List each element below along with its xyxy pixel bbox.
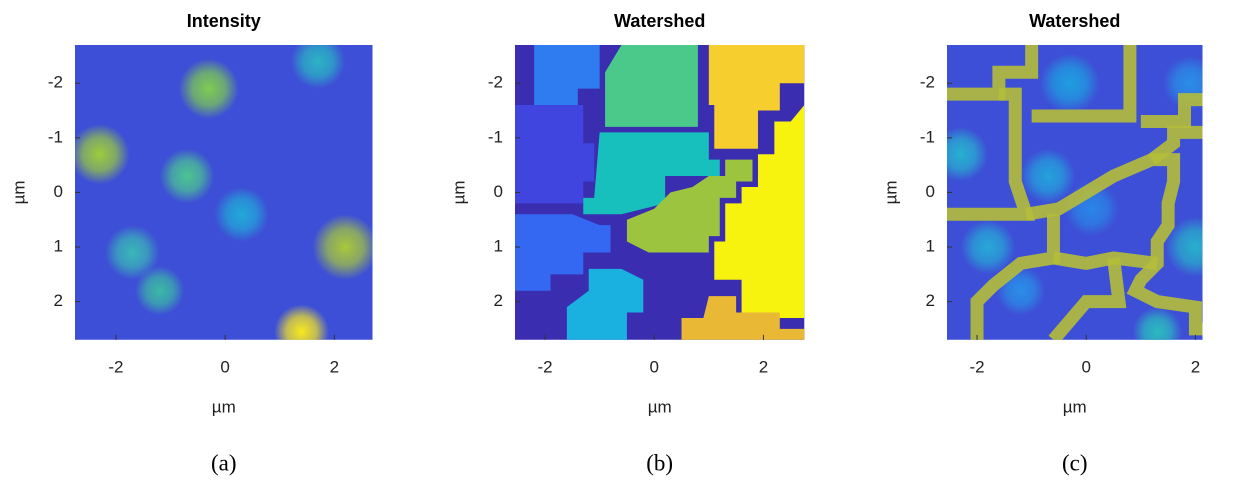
x-axis-label: µm [648, 397, 672, 416]
panel: -2 0 2 -2 -1 0 1 2 Intensity µm µm (a) [9, 11, 378, 476]
y-tick-label: -2 [48, 73, 63, 92]
caption: (a) [211, 450, 237, 475]
image [70, 34, 378, 359]
x-axis-label: µm [212, 397, 236, 416]
boundary [1053, 258, 1157, 263]
spot [70, 124, 130, 184]
y-tick-label: 1 [926, 237, 935, 256]
x-tick-label: 2 [759, 357, 768, 376]
spot [135, 266, 184, 315]
y-tick-label: 0 [54, 182, 63, 201]
spot [214, 187, 269, 242]
x-axis-label: µm [1063, 397, 1087, 416]
figure: -2 0 2 -2 -1 0 1 2 Intensity µm µm (a) -2 0 2 -2 -1 0 1 2 Wa… [0, 0, 1233, 481]
panel: -2 0 2 -2 -1 0 1 2 Watershed µm µm (c) [881, 11, 1225, 476]
spot [274, 304, 329, 359]
y-axis-label: µm [449, 180, 468, 204]
x-tick-label: 0 [220, 357, 229, 376]
y-tick-label: -1 [488, 127, 503, 146]
x-tick-label: 0 [649, 357, 658, 376]
y-tick-label: 1 [494, 237, 503, 256]
y-tick-label: -1 [920, 127, 935, 146]
y-tick-label: -1 [48, 127, 63, 146]
caption: (c) [1062, 450, 1088, 475]
region [605, 45, 698, 127]
y-tick-label: 2 [926, 291, 935, 310]
y-tick-label: 0 [926, 182, 935, 201]
y-tick-label: 2 [494, 291, 503, 310]
image [933, 45, 1225, 356]
image [515, 45, 804, 340]
y-axis-label: µm [9, 180, 28, 204]
caption: (b) [646, 450, 673, 475]
x-tick-label: 0 [1081, 357, 1090, 376]
spot [1133, 307, 1182, 356]
y-axis-label: µm [881, 180, 900, 204]
x-tick-label: -2 [537, 357, 552, 376]
chart-title: Watershed [1029, 11, 1120, 31]
spot [313, 214, 379, 280]
spot [160, 149, 215, 204]
region [515, 105, 594, 203]
y-tick-label: -2 [920, 73, 935, 92]
x-tick-label: -2 [969, 357, 984, 376]
spot [933, 127, 988, 182]
chart-title: Intensity [187, 11, 261, 31]
x-tick-label: -2 [108, 357, 123, 376]
x-tick-label: 2 [330, 357, 339, 376]
y-tick-label: 2 [54, 291, 63, 310]
y-tick-label: 1 [54, 237, 63, 256]
x-tick-label: 2 [1191, 357, 1200, 376]
spot [1040, 53, 1100, 113]
chart-title: Watershed [614, 11, 705, 31]
spot [1021, 149, 1076, 204]
panel: -2 0 2 -2 -1 0 1 2 Watershed µm µm (b) [449, 11, 804, 476]
spot [291, 34, 346, 89]
y-tick-label: -2 [488, 73, 503, 92]
spot [179, 59, 239, 119]
y-tick-label: 0 [494, 182, 503, 201]
